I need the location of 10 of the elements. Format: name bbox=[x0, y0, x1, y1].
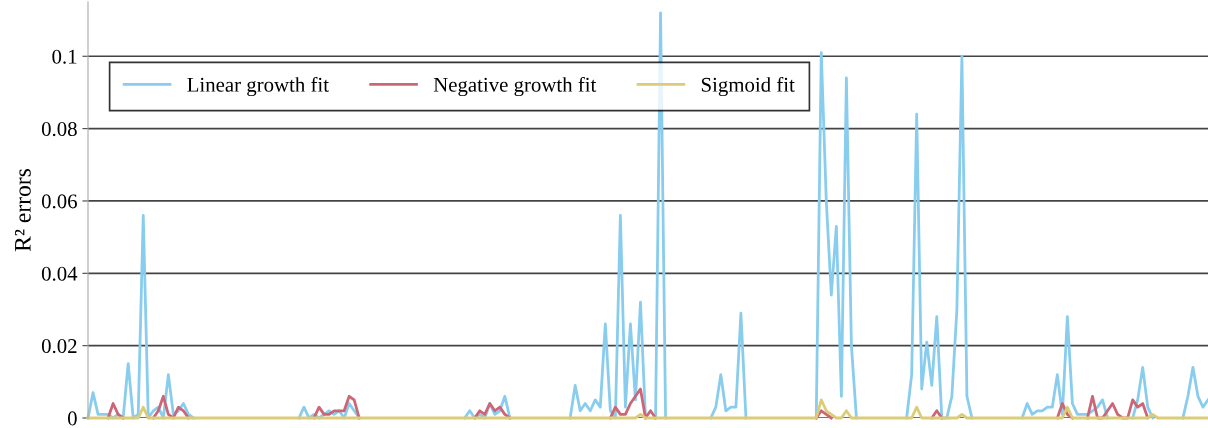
legend-label: Negative growth fit bbox=[433, 76, 597, 97]
legend-label: Sigmoid fit bbox=[701, 76, 795, 97]
y-tick-label: 0.08 bbox=[41, 121, 77, 137]
y-tick-label: 0 bbox=[67, 411, 77, 426]
y-tick-label: 0.04 bbox=[41, 266, 78, 281]
y-tick-label: 0.02 bbox=[41, 339, 77, 354]
y-tick-label: 0.1 bbox=[52, 49, 77, 64]
legend-label: Linear growth fit bbox=[187, 76, 329, 97]
y-axis-title: R² errors bbox=[14, 168, 31, 252]
y-tick-label: 0.06 bbox=[41, 194, 77, 209]
